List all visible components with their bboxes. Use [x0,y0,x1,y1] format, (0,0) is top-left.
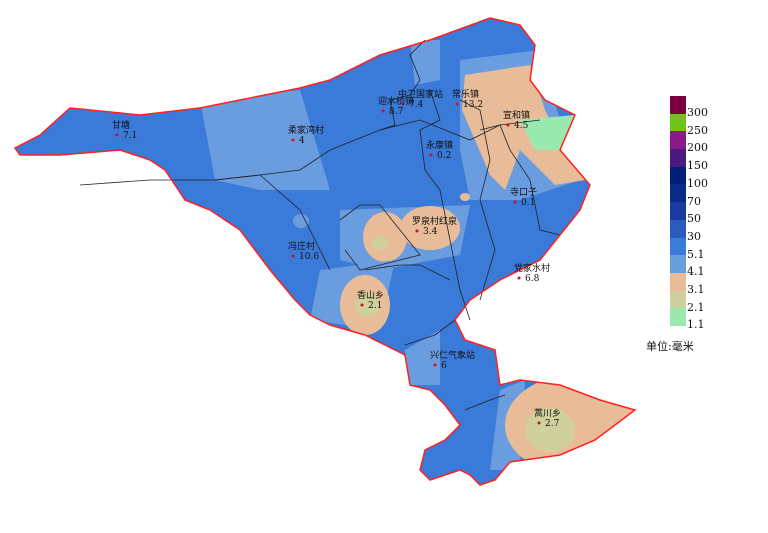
station-name: 中卫国家站 [398,88,443,100]
station-dot [513,200,517,204]
legend-label: 200 [687,141,708,155]
station-dot [429,153,433,157]
station-dot [401,102,405,106]
station-dot [381,109,385,113]
station-value: 2.1 [368,301,382,311]
station-dot [537,421,541,425]
legend-swatch [670,255,686,273]
station-value: 13.2 [463,100,483,110]
legend-swatch [670,96,686,114]
legend-swatch [670,166,686,185]
station-value: 6.8 [525,274,540,284]
legend-swatch [670,131,686,150]
station-dot [455,102,459,106]
station-name: 蒿川乡 [534,407,561,419]
station-value: 10.6 [299,252,319,262]
station-name: 甘塘 [112,119,130,131]
legend-label: 300 [687,106,708,119]
station-dot [291,138,295,142]
station-name: 宣和镇 [503,109,530,121]
station-value: 2.7 [545,419,560,429]
station-value: 4.5 [514,121,529,131]
station-marker[interactable]: 甘塘7.1 [112,119,137,141]
legend-swatch [670,219,686,238]
legend-swatch [670,113,686,132]
station-value: 3.4 [423,227,438,237]
region-boundary [13,17,637,486]
station-name: 党家水村 [514,262,550,274]
station-name: 香山乡 [357,290,384,301]
legend-label: 3.1 [687,283,705,296]
legend-label: 1.1 [687,318,705,332]
station-dot [506,123,510,127]
station-name: 迎水桥镇 [378,95,414,107]
legend-label: 100 [687,176,708,190]
station-value: 0.1 [521,198,535,208]
legend: 300 250 200 150 100 70 50 30 5.1 4.1 3.1 2.1 1.1 [670,96,708,331]
station-value: 4 [299,136,305,146]
station-dot [415,229,419,233]
legend-label: 30 [687,229,701,243]
legend-label: 4.1 [687,265,705,279]
station-value: 8.7 [389,107,404,117]
legend-label: 5.1 [687,247,705,261]
legend-swatch [670,149,686,167]
legend-swatch [670,272,686,291]
station-name: 冯庄村 [288,240,315,252]
station-dot [517,276,521,280]
legend-label: 70 [687,194,701,208]
legend-label: 250 [687,123,708,137]
legend-label: 50 [687,212,701,226]
legend-swatch [670,290,686,309]
station-name: 寺口子 [510,187,537,198]
station-dot [115,133,119,137]
legend-swatch [670,184,686,203]
station-name: 永康镇 [426,139,453,151]
station-name: 常乐镇 [452,88,479,100]
station-value: 7.1 [123,131,137,141]
legend-swatch [670,308,686,326]
station-dot [360,303,364,307]
legend-swatch [670,202,686,220]
station-value: 0.2 [437,151,451,161]
legend-label: 150 [687,159,708,173]
county-borders [79,39,561,411]
station-name: 柔家湾村 [288,124,324,136]
legend-label: 2.1 [687,300,705,314]
station-dot [291,254,295,258]
station-name: 罗泉村红泉 [412,215,457,227]
station-name: 兴仁气象站 [430,349,475,361]
station-value: 7.4 [409,100,424,110]
station-value: 6 [441,361,447,371]
legend-swatch [670,237,686,256]
station-dot [433,363,437,367]
legend-unit-label: 单位:毫米 [646,340,694,353]
